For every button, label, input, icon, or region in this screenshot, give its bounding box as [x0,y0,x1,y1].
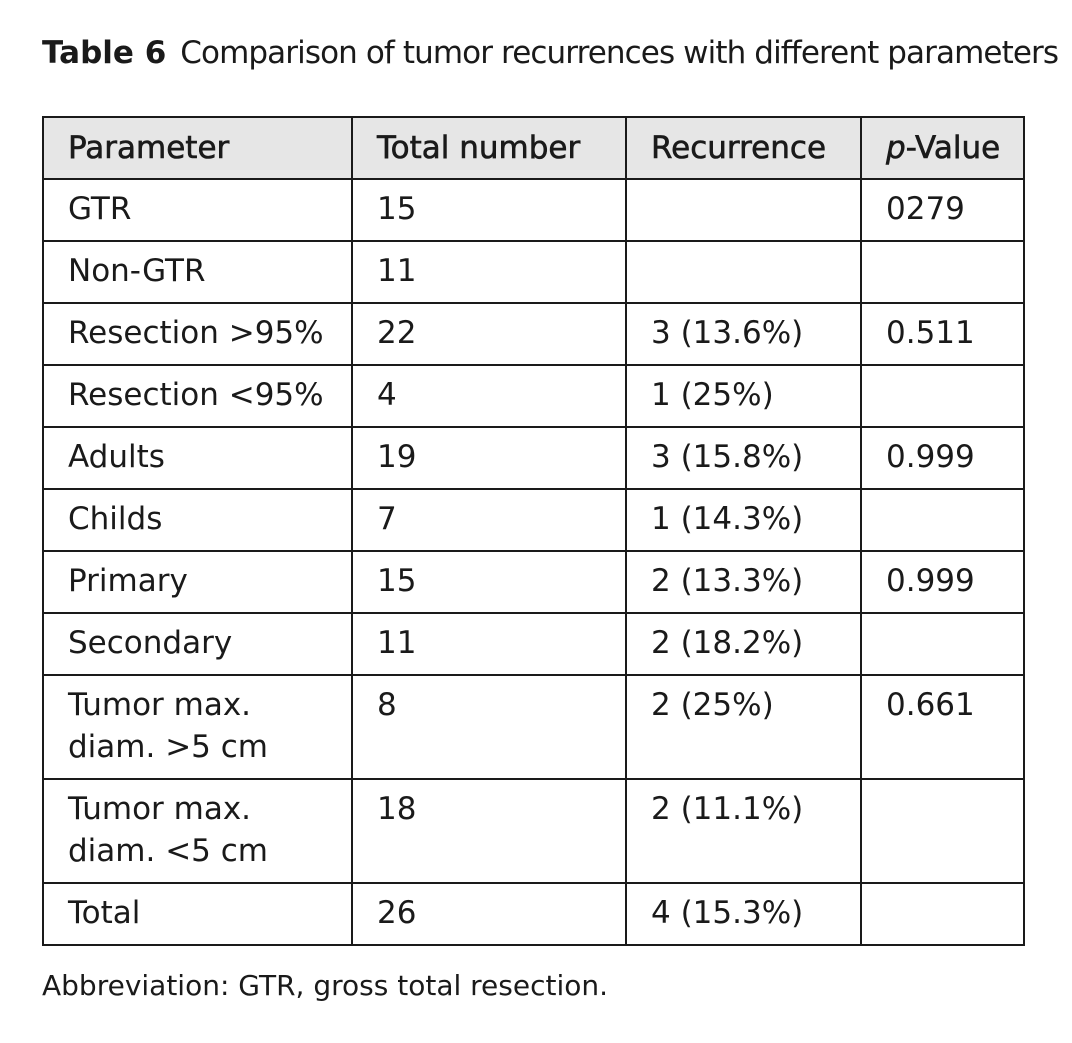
table-title: Comparison of tumor recurrences with dif… [180,35,1059,71]
cell-recurrence [625,178,862,242]
table-caption: Table 6 Comparison of tumor recurrences w… [42,30,1059,76]
cell-total: 15 [351,178,627,242]
cell-parameter: Adults [42,426,353,490]
cell-p-value [860,612,1025,676]
cell-p-value [860,882,1025,946]
header-total-number: Total number [351,116,627,180]
cell-parameter: Total [42,882,353,946]
header-recurrence: Recurrence [625,116,862,180]
table-row: Childs 7 1 (14.3%) [42,488,1025,552]
cell-p-value: 0.661 [860,674,1025,780]
cell-parameter: Tumor max. diam. >5 cm [42,674,353,780]
cell-total: 8 [351,674,627,780]
cell-total: 22 [351,302,627,366]
cell-parameter: Resection >95% [42,302,353,366]
cell-recurrence [625,240,862,304]
cell-recurrence: 1 (25%) [625,364,862,428]
cell-parameter: Primary [42,550,353,614]
header-p-italic: p [886,130,906,167]
cell-p-value [860,240,1025,304]
cell-p-value [860,778,1025,884]
cell-recurrence: 1 (14.3%) [625,488,862,552]
table-row: Resection >95% 22 3 (13.6%) 0.511 [42,302,1025,366]
cell-recurrence: 3 (13.6%) [625,302,862,366]
cell-p-value: 0279 [860,178,1025,242]
table-row: Resection <95% 4 1 (25%) [42,364,1025,428]
cell-p-value [860,364,1025,428]
cell-p-value: 0.511 [860,302,1025,366]
table-row: Secondary 11 2 (18.2%) [42,612,1025,676]
cell-total: 11 [351,240,627,304]
cell-total: 7 [351,488,627,552]
cell-total: 19 [351,426,627,490]
cell-total: 15 [351,550,627,614]
cell-recurrence: 2 (11.1%) [625,778,862,884]
header-parameter: Parameter [42,116,353,180]
table-footnote: Abbreviation: GTR, gross total resection… [42,969,609,1002]
cell-recurrence: 2 (25%) [625,674,862,780]
cell-recurrence: 2 (18.2%) [625,612,862,676]
cell-total: 4 [351,364,627,428]
cell-parameter: Non-GTR [42,240,353,304]
cell-total: 11 [351,612,627,676]
header-row: Parameter Total number Recurrence p-Valu… [42,116,1025,180]
cell-parameter: Tumor max. diam. <5 cm [42,778,353,884]
table-label: Table 6 [42,35,167,71]
table-row: Adults 19 3 (15.8%) 0.999 [42,426,1025,490]
cell-recurrence: 4 (15.3%) [625,882,862,946]
header-p-rest: -Value [905,130,1001,167]
cell-parameter: Childs [42,488,353,552]
table-row: GTR 15 0279 [42,178,1025,242]
cell-parameter: GTR [42,178,353,242]
table-row: Non-GTR 11 [42,240,1025,304]
recurrence-table: Parameter Total number Recurrence p-Valu… [42,116,1025,946]
cell-p-value: 0.999 [860,550,1025,614]
table-row: Total 26 4 (15.3%) [42,882,1025,946]
cell-parameter: Resection <95% [42,364,353,428]
cell-recurrence: 2 (13.3%) [625,550,862,614]
header-p-value: p-Value [860,116,1025,180]
cell-p-value: 0.999 [860,426,1025,490]
table-row: Tumor max. diam. <5 cm 18 2 (11.1%) [42,778,1025,884]
cell-p-value [860,488,1025,552]
cell-total: 26 [351,882,627,946]
cell-parameter: Secondary [42,612,353,676]
cell-total: 18 [351,778,627,884]
cell-recurrence: 3 (15.8%) [625,426,862,490]
table-row: Primary 15 2 (13.3%) 0.999 [42,550,1025,614]
table-row: Tumor max. diam. >5 cm 8 2 (25%) 0.661 [42,674,1025,780]
